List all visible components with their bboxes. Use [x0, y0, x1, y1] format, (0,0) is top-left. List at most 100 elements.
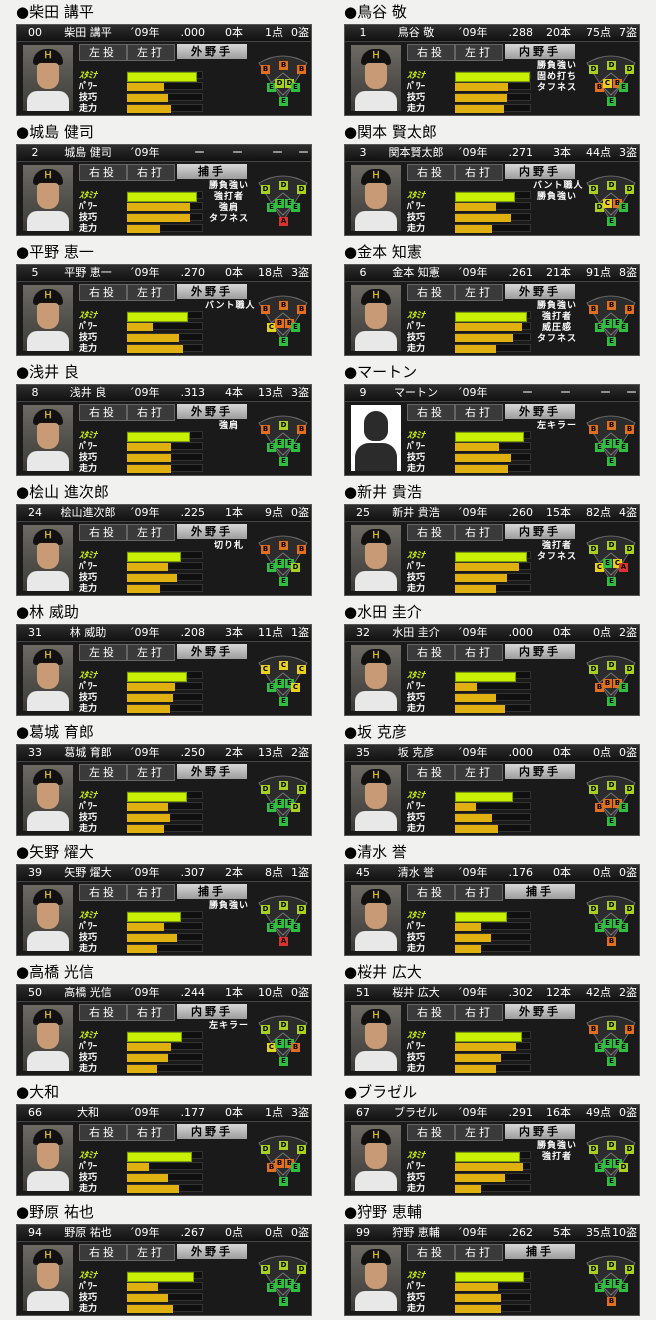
fielding-grade-lf: D: [589, 1265, 598, 1274]
fielding-grade-b1: E: [291, 1163, 300, 1172]
stat-bar-power: [127, 1043, 171, 1051]
stat-bar-power: [455, 1043, 516, 1051]
stat-label-stamina: ｽﾀﾐﾅ: [407, 431, 426, 441]
fielding-grade-rf: B: [625, 1025, 634, 1034]
player-card[interactable]: ●ブラゼル 67 ブラゼル ´09年 .291 16本 49点 0盗 Ｈ 右投 左打 内野手 ｽﾀﾐﾅﾊ…: [344, 1080, 640, 1196]
season-year: ´09年: [457, 146, 488, 159]
fielding-grade-p: E: [279, 577, 288, 586]
stat-label-skill: 技巧: [407, 1293, 426, 1303]
player-photo: Ｈ: [351, 525, 401, 591]
batting-side: 右打: [455, 884, 503, 901]
fielding-grade-b3: E: [267, 923, 276, 932]
player-card[interactable]: ●マートン 9 マートン ´09年 ー ー ー ー右投 右打 外野手 ｽﾀﾐﾅ ﾊﾟﾜｰ 技巧 走力 左キラ…: [344, 360, 640, 476]
player-card[interactable]: ●狩野 恵輔 99 狩野 恵輔 ´09年 .262 5本 35点 10盗 Ｈ 右投 右打 捕手 ｽﾀﾐﾅ…: [344, 1200, 640, 1316]
player-card[interactable]: ●桜井 広大 51 桜井 広大 ´09年 .302 12本 42点 2盗 Ｈ 右投 右打 外野手 ｽﾀﾐ…: [344, 960, 640, 1076]
stat-bar-speed: [455, 465, 508, 473]
stolen-bases: 2盗: [619, 626, 637, 639]
fielding-grade-b2: B: [613, 79, 622, 88]
fielding-grade-p: E: [607, 697, 616, 706]
season-year: ´09年: [457, 26, 488, 39]
stat-bar-power: [127, 563, 168, 571]
player-card[interactable]: ●城島 健司 2 城島 健司 ´09年 ー ー ー ー Ｈ 右投 右打 捕手 ｽﾀﾐﾅ ﾊﾟﾜｰ 技巧 走力 勝…: [16, 120, 312, 236]
stat-label-stamina: ｽﾀﾐﾅ: [79, 311, 98, 321]
player-name: マートン: [394, 386, 438, 399]
stat-label-power: ﾊﾟﾜｰ: [79, 682, 98, 692]
runs-batted-in: 13点: [258, 746, 283, 759]
position-badge: 外野手: [505, 404, 575, 419]
player-card[interactable]: ●野原 祐也 94 野原 祐也 ´09年 .267 0点 0点 0盗 Ｈ 右投 左打 外野手 ｽﾀﾐﾅﾊ…: [16, 1200, 312, 1316]
batting-average: .260: [508, 506, 534, 519]
player-card[interactable]: ●葛城 育郎 33 葛城 育郎 ´09年 .250 2本 13点 2盗 Ｈ 左投 左打 外野手 ｽﾀﾐﾅ…: [16, 720, 312, 836]
player-stat-panel: 8 浅井 良 ´09年 .313 4本 13点 3盗 Ｈ 右投 右打 外野手 ｽﾀﾐﾅ ﾊﾟﾜｰ 技巧 走力…: [16, 384, 312, 476]
batting-average: .000: [180, 26, 206, 39]
runs-batted-in: 18点: [258, 266, 283, 279]
throwing-hand: 右投: [407, 1124, 455, 1141]
player-card[interactable]: ●坂 克彦 35 坂 克彦 ´09年 .000 0本 0点 0盗 Ｈ 右投 左打 内野手 ｽﾀﾐﾅ ﾊﾟﾜ…: [344, 720, 640, 836]
player-card[interactable]: ●平野 恵一 5 平野 恵一 ´09年 .270 0本 18点 3盗 Ｈ 右投 左打 外野手 ｽﾀﾐﾅﾊ…: [16, 240, 312, 356]
stat-label-stamina: ｽﾀﾐﾅ: [79, 1151, 98, 1161]
fielding-grade-b1: E: [619, 443, 628, 452]
player-card[interactable]: ●水田 圭介 32 水田 圭介 ´09年 .000 0本 0点 2盗 Ｈ 右投 右打 内野手 ｽﾀﾐﾅﾊ…: [344, 600, 640, 716]
stat-label-power: ﾊﾟﾜｰ: [407, 322, 426, 332]
player-stat-panel: 45 清水 誉 ´09年 .176 0本 0点 0盗 Ｈ 右投 右打 捕手 ｽﾀﾐﾅ ﾊﾟﾜｰ 技巧 走力 D…: [344, 864, 640, 956]
player-card[interactable]: ●矢野 燿大 39 矢野 燿大 ´09年 .307 2本 8点 1盗 Ｈ 右投 右打 捕手 ｽﾀﾐﾅ ﾊﾟ…: [16, 840, 312, 956]
position-badge: 内野手: [177, 1004, 247, 1019]
stat-label-stamina: ｽﾀﾐﾅ: [407, 791, 426, 801]
position-badge: 内野手: [505, 44, 575, 59]
fielding-grade-p: E: [607, 217, 616, 226]
fielding-grade-b2: E: [613, 1279, 622, 1288]
stat-label-skill: 技巧: [79, 1293, 98, 1303]
season-year: ´09年: [129, 986, 160, 999]
stolen-bases: 4盗: [619, 506, 637, 519]
stat-bar-stamina: [455, 1272, 524, 1282]
batting-average: .267: [180, 1226, 206, 1239]
player-card[interactable]: ●桧山 進次郎 24 桧山進次郎 ´09年 .225 1本 9点 0盗 Ｈ 右投 左打 外野手 ｽﾀﾐﾅ…: [16, 480, 312, 596]
batting-average: .000: [508, 626, 534, 639]
fielding-grade-b1: B: [291, 1043, 300, 1052]
stat-label-power: ﾊﾟﾜｰ: [407, 682, 426, 692]
player-title: ●葛城 育郎: [16, 723, 94, 741]
stat-label-stamina: ｽﾀﾐﾅ: [407, 191, 426, 201]
home-runs: 21本: [546, 266, 571, 279]
player-card[interactable]: ●関本 賢太郎 3 関本賢太郎 ´09年 .271 3本 44点 3盗 Ｈ 右投 右打 内野手 ｽﾀﾐﾅ…: [344, 120, 640, 236]
stat-label-skill: 技巧: [407, 693, 426, 703]
season-stats-line: 33 葛城 育郎 ´09年 .250 2本 13点 2盗: [17, 745, 311, 762]
player-photo: Ｈ: [23, 45, 73, 111]
runs-batted-in: 8点: [265, 866, 283, 879]
player-card[interactable]: ●鳥谷 敬 1 鳥谷 敬 ´09年 .288 20本 75点 7盗 Ｈ 右投 左打 内野手 ｽﾀﾐﾅ ﾊﾟ…: [344, 0, 640, 116]
stolen-bases: 7盗: [619, 26, 637, 39]
stat-label-power: ﾊﾟﾜｰ: [407, 202, 426, 212]
position-badge: 内野手: [505, 524, 575, 539]
uniform-number: 31: [28, 626, 42, 639]
stat-label-skill: 技巧: [407, 333, 426, 343]
stat-bar-stamina: [455, 1152, 520, 1162]
batting-side: 右打: [455, 1004, 503, 1021]
player-card[interactable]: ●大和 66 大和 ´09年 .177 0本 1点 3盗 Ｈ 右投 右打 内野手 ｽﾀﾐﾅ ﾊﾟﾜｰ 技巧走…: [16, 1080, 312, 1196]
batting-side: 左打: [455, 764, 503, 781]
home-runs: 0本: [553, 626, 571, 639]
position-badge: 捕手: [177, 884, 247, 899]
player-card[interactable]: ●金本 知憲 6 金本 知憲 ´09年 .261 21本 91点 8盗 Ｈ 右投 左打 外野手 ｽﾀﾐﾅ…: [344, 240, 640, 356]
player-card[interactable]: ●新井 貴浩 25 新井 貴浩 ´09年 .260 15本 82点 4盗 Ｈ 右投 右打 内野手 ｽﾀﾐ…: [344, 480, 640, 596]
season-year: ´09年: [129, 1226, 160, 1239]
fielding-grade-ss: B: [603, 679, 612, 688]
player-card[interactable]: ●林 威助 31 林 威助 ´09年 .208 3本 11点 1盗 Ｈ 左投 左打 外野手 ｽﾀﾐﾅ ﾊﾟ…: [16, 600, 312, 716]
fielding-grade-p: E: [279, 97, 288, 106]
fielding-grade-cf: D: [607, 541, 616, 550]
player-card[interactable]: ●浅井 良 8 浅井 良 ´09年 .313 4本 13点 3盗 Ｈ 右投 右打 外野手 ｽﾀﾐﾅ ﾊﾟﾜ…: [16, 360, 312, 476]
season-year: ´09年: [129, 146, 160, 159]
player-card[interactable]: ●柴田 講平 00 柴田 講平 ´09年 .000 0本 1点 0盗 Ｈ 左投 左打 外野手 ｽﾀﾐﾅﾊ…: [16, 0, 312, 116]
player-stat-panel: 25 新井 貴浩 ´09年 .260 15本 82点 4盗 Ｈ 右投 右打 内野手 ｽﾀﾐﾅ ﾊﾟﾜｰ技…: [344, 504, 640, 596]
player-stat-panel: 6 金本 知憲 ´09年 .261 21本 91点 8盗 Ｈ 右投 左打 外野手 ｽﾀﾐﾅ ﾊﾟﾜｰ 技巧…: [344, 264, 640, 356]
player-card[interactable]: ●高橋 光信 50 高橋 光信 ´09年 .244 1本 10点 0盗 Ｈ 右投 右打 内野手 ｽﾀﾐﾅ…: [16, 960, 312, 1076]
player-title: ●野原 祐也: [16, 1203, 94, 1221]
stat-bar-stamina: [127, 672, 187, 682]
batting-side: 左打: [127, 1244, 175, 1261]
stat-bar-skill: [455, 334, 513, 342]
batting-average: .177: [180, 1106, 206, 1119]
player-name: 新井 貴浩: [392, 506, 440, 519]
player-card[interactable]: ●清水 誉 45 清水 誉 ´09年 .176 0本 0点 0盗 Ｈ 右投 右打 捕手 ｽﾀﾐﾅ ﾊﾟﾜｰ…: [344, 840, 640, 956]
ability-label: タフネス: [536, 83, 577, 93]
